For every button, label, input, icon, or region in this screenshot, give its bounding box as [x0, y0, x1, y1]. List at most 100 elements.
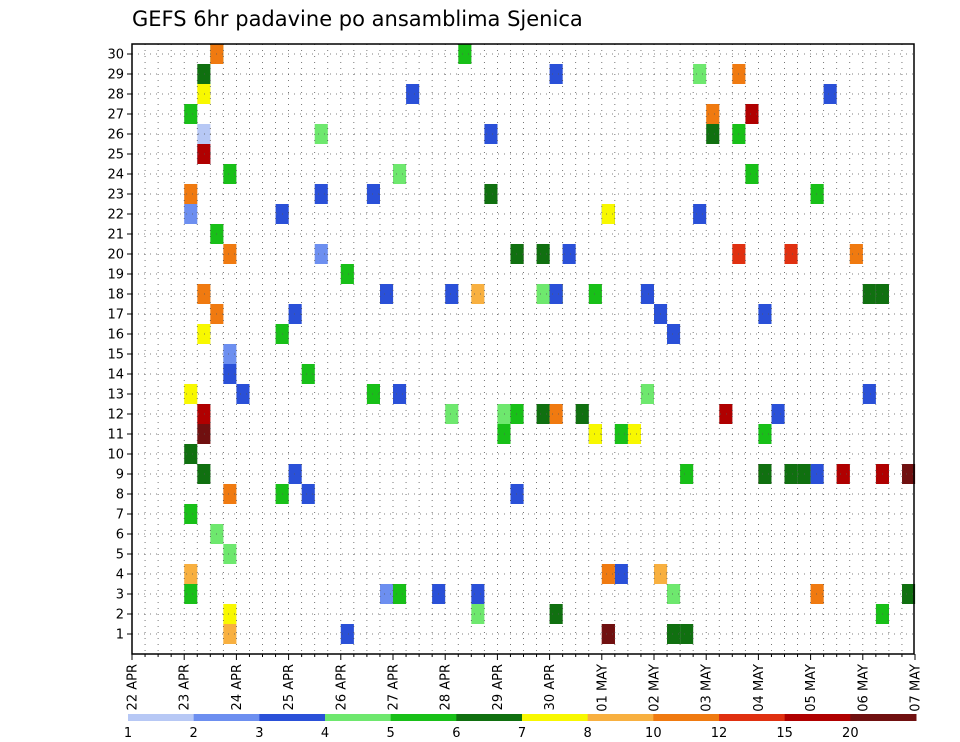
heatmap-cell	[314, 244, 328, 264]
heatmap-cell	[549, 284, 563, 304]
heatmap-cell	[223, 544, 237, 564]
x-tick-label: 29 APR	[491, 664, 506, 710]
heatmap-cell	[536, 244, 550, 264]
heatmap-cell	[340, 264, 354, 284]
heatmap-cell	[288, 304, 302, 324]
plot-frame	[131, 43, 915, 655]
heatmap-cell	[510, 404, 524, 424]
heatmap-cell	[223, 244, 237, 264]
heatmap-cell	[458, 44, 472, 64]
y-tick-label: 1	[116, 628, 124, 643]
heatmap-cell	[380, 584, 394, 604]
heatmap-cell	[836, 464, 850, 484]
heatmap-cell	[301, 484, 315, 504]
heatmap-cell	[236, 384, 250, 404]
heatmap-cell	[366, 184, 380, 204]
heatmap-cell	[693, 64, 707, 84]
colorbar-label: 6	[452, 726, 460, 741]
heatmap-cell	[184, 564, 198, 584]
colorbar-swatch	[128, 714, 195, 721]
heatmap-cell	[197, 64, 211, 84]
heatmap-cell	[197, 324, 211, 344]
colorbar-swatch	[719, 714, 786, 721]
heatmap-cell	[223, 484, 237, 504]
y-tick-label: 25	[107, 148, 124, 163]
y-tick-label: 3	[116, 588, 124, 603]
y-tick-label: 15	[107, 348, 124, 363]
x-tick-label: 03 MAY	[700, 664, 715, 712]
heatmap-cell	[510, 244, 524, 264]
x-tick-label: 06 MAY	[856, 664, 871, 712]
y-tick-label: 10	[107, 448, 124, 463]
colorbar-swatch	[587, 714, 654, 721]
heatmap-cell	[223, 344, 237, 364]
heatmap-cell	[484, 184, 498, 204]
heatmap-cell	[601, 624, 615, 644]
colorbar-swatch	[784, 714, 851, 721]
grid-lines	[131, 44, 914, 654]
heatmap-cell	[758, 464, 772, 484]
colorbar-label: 2	[190, 726, 198, 741]
heatmap-cell	[340, 624, 354, 644]
heatmap-cell	[862, 284, 876, 304]
heatmap-cell	[549, 604, 563, 624]
y-tick-label: 14	[107, 368, 124, 383]
colorbar-swatch	[522, 714, 589, 721]
heatmap-cell	[184, 444, 198, 464]
x-tick-label: 07 MAY	[909, 664, 924, 712]
heatmap-cell	[471, 584, 485, 604]
heatmap-cell	[497, 404, 511, 424]
x-tick-label: 24 APR	[230, 664, 245, 710]
x-axis: 22 APR 23 APR 24 APR 25 APR 26 APR 27 APR 28 A…	[126, 654, 924, 712]
heatmap-cell	[223, 364, 237, 384]
heatmap-cell	[197, 424, 211, 444]
colorbar-label: 1	[124, 726, 132, 741]
heatmap-cell	[445, 284, 459, 304]
x-tick-label: 30 APR	[543, 664, 558, 710]
heatmap-cell	[380, 284, 394, 304]
y-tick-label: 18	[107, 288, 124, 303]
y-tick-label: 13	[107, 388, 124, 403]
colorbar-label: 10	[645, 726, 662, 741]
colorbar-swatch	[325, 714, 392, 721]
heatmap-cell	[184, 204, 198, 224]
colorbar-label: 8	[584, 726, 592, 741]
heatmap-cell	[497, 424, 511, 444]
heatmap-cell	[510, 484, 524, 504]
y-tick-label: 20	[107, 248, 124, 263]
heatmap-cell	[719, 404, 733, 424]
x-tick-label: 27 APR	[387, 664, 402, 710]
heatmap-cell	[667, 324, 681, 344]
heatmap-cell	[393, 384, 407, 404]
y-tick-label: 4	[116, 568, 124, 583]
heatmap-cell	[640, 384, 654, 404]
heatmap-cell	[680, 464, 694, 484]
heatmap-cell	[184, 384, 198, 404]
colorbar-label: 12	[711, 726, 728, 741]
heatmap-cell	[301, 364, 315, 384]
y-tick-label: 17	[107, 308, 124, 323]
heatmap-cell	[627, 424, 641, 444]
heatmap-cell	[471, 604, 485, 624]
heatmap-cell	[223, 604, 237, 624]
heatmap-cell	[588, 284, 602, 304]
y-tick-label: 2	[116, 608, 124, 623]
heatmap-cell	[771, 404, 785, 424]
heatmap-cell	[549, 64, 563, 84]
heatmap-cell	[223, 164, 237, 184]
heatmap-cell	[588, 424, 602, 444]
y-tick-label: 8	[116, 488, 124, 503]
heatmap-cell	[314, 124, 328, 144]
x-tick-label: 26 APR	[334, 664, 349, 710]
heatmap-cell	[393, 164, 407, 184]
y-tick-label: 30	[107, 48, 124, 63]
heatmap-cell	[197, 284, 211, 304]
heatmap-cell	[758, 424, 772, 444]
heatmap-cell	[184, 584, 198, 604]
heatmap-cell	[614, 424, 628, 444]
heatmap-cell	[288, 464, 302, 484]
heatmap-cell	[366, 384, 380, 404]
heatmap-cell	[197, 84, 211, 104]
colorbar-label: 3	[255, 726, 263, 741]
